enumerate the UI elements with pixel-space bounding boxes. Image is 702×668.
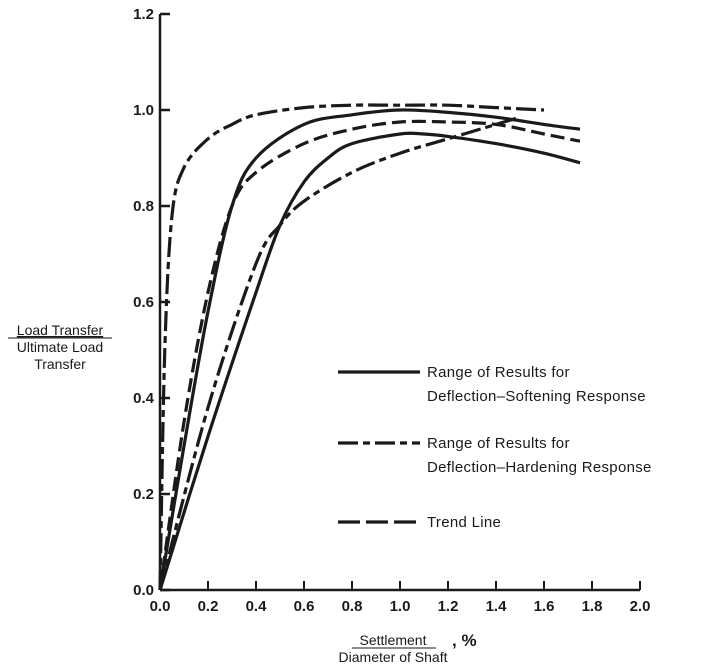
curve-dashed-4 bbox=[158, 119, 581, 591]
y-label-denominator-1: Ultimate Load bbox=[17, 339, 103, 355]
curve-solid-0 bbox=[158, 108, 581, 591]
x-tick-label: 1.6 bbox=[534, 598, 555, 615]
y-tick-label: 0.8 bbox=[133, 198, 154, 215]
legend-softening-line2: Deflection–Softening Response bbox=[427, 388, 646, 405]
x-tick-label: 0.2 bbox=[198, 598, 219, 615]
x-tick-label: 2.0 bbox=[630, 598, 651, 615]
x-tick-label: 0.6 bbox=[294, 598, 315, 615]
x-tick-label: 0.0 bbox=[150, 598, 171, 615]
x-tick-label: 1.0 bbox=[390, 598, 411, 615]
y-label-denominator-2: Transfer bbox=[34, 356, 86, 372]
x-label-denominator: Diameter of Shaft bbox=[339, 649, 448, 665]
curve-dash-dot-3 bbox=[158, 115, 521, 591]
x-tick-label: 1.4 bbox=[486, 598, 508, 615]
x-tick-label: 0.4 bbox=[246, 598, 268, 615]
y-tick-label: 1.2 bbox=[133, 6, 154, 23]
y-tick-label: 0.0 bbox=[133, 582, 154, 599]
legend-softening-line1: Range of Results for bbox=[427, 364, 570, 381]
legend-hardening-line2: Deflection–Hardening Response bbox=[427, 459, 652, 476]
axes: 0.0 0.2 0.4 0.6 0.8 1.0 1.2 0.0 0.2 0.4 0.6 0.8 1.0… bbox=[133, 6, 650, 615]
y-label-numerator: Load Transfer bbox=[17, 322, 104, 338]
x-tick-label: 1.2 bbox=[438, 598, 459, 615]
y-tick-label: 0.4 bbox=[133, 390, 155, 407]
x-tick-label: 1.8 bbox=[582, 598, 603, 615]
x-label-numerator: Settlement bbox=[360, 632, 427, 648]
x-label-unit: , % bbox=[452, 631, 477, 650]
x-ticks: 0.0 0.2 0.4 0.6 0.8 1.0 1.2 1.4 1.6 1.8 2.0 bbox=[150, 581, 651, 615]
y-tick-label: 0.2 bbox=[133, 486, 154, 503]
x-tick-label: 0.8 bbox=[342, 598, 363, 615]
y-tick-label: 0.6 bbox=[133, 294, 154, 311]
legend-trend-line: Trend Line bbox=[427, 514, 501, 531]
curve-solid-1 bbox=[158, 131, 581, 591]
y-ticks: 0.0 0.2 0.4 0.6 0.8 1.0 1.2 bbox=[133, 6, 170, 599]
x-axis-label: Settlement Diameter of Shaft , % bbox=[339, 631, 477, 665]
curves bbox=[158, 103, 581, 591]
legend: Range of Results for Deflection–Softenin… bbox=[338, 364, 652, 531]
legend-hardening-line1: Range of Results for bbox=[427, 435, 570, 452]
y-axis-label: Load Transfer Ultimate Load Transfer bbox=[8, 322, 112, 372]
curve-dash-dot-2 bbox=[158, 103, 545, 591]
y-tick-label: 1.0 bbox=[133, 102, 154, 119]
